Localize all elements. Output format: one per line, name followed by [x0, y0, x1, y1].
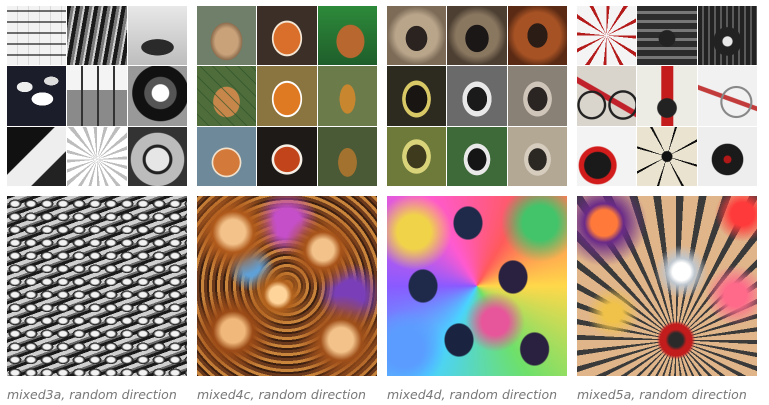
fox-icon	[317, 126, 377, 186]
monkey-icon	[387, 66, 447, 126]
watch-icon	[127, 126, 187, 186]
monkey-icon	[507, 126, 567, 186]
monkey-icon	[447, 66, 507, 126]
bicycle-icon	[697, 66, 757, 126]
dataset-examples-grid	[197, 6, 377, 186]
helmet-icon	[127, 66, 187, 126]
monkey-icon	[387, 6, 447, 66]
monkey-icon	[387, 126, 447, 186]
feature-visualization-mixed4c	[197, 196, 377, 376]
monkey-icon	[447, 6, 507, 66]
pills-icon	[7, 66, 67, 126]
tricycle-icon	[637, 66, 697, 126]
monkey-icon	[507, 66, 567, 126]
panel-caption: mixed4d, random direction	[387, 387, 558, 402]
dog-icon	[197, 66, 257, 126]
steel-bars-icon	[67, 6, 127, 66]
dog-icon	[317, 6, 377, 66]
car-icon	[127, 6, 187, 66]
monkey-icon	[507, 6, 567, 66]
typewriter-icon	[637, 6, 697, 66]
spider-icon	[637, 126, 697, 186]
spokes-icon	[577, 6, 637, 66]
red-panda-icon	[257, 126, 317, 186]
letter-chart-icon	[7, 6, 67, 66]
panel-caption: mixed4c, random direction	[197, 387, 366, 402]
bicycle-icon	[577, 66, 637, 126]
typewriter-icon	[697, 126, 757, 186]
tricycle-icon	[577, 126, 637, 186]
fox-icon	[257, 6, 317, 66]
dog-icon	[197, 6, 257, 66]
fox-icon	[197, 126, 257, 186]
fox-icon	[317, 66, 377, 126]
power-lines-icon	[67, 66, 127, 126]
daisy-icon	[67, 126, 127, 186]
feature-visualization-mixed5a	[577, 196, 757, 376]
folded-paper-icon	[7, 126, 67, 186]
monkey-icon	[447, 126, 507, 186]
feature-visualization-mixed4d	[387, 196, 567, 376]
feature-visualization-mixed3a	[7, 196, 187, 376]
panel-caption: mixed5a, random direction	[577, 387, 747, 402]
panel-caption: mixed3a, random direction	[7, 387, 177, 402]
dataset-examples-grid	[577, 6, 757, 186]
typewriter-icon	[697, 6, 757, 66]
dataset-examples-grid	[7, 6, 187, 186]
dataset-examples-grid	[387, 6, 567, 186]
fox-icon	[257, 66, 317, 126]
